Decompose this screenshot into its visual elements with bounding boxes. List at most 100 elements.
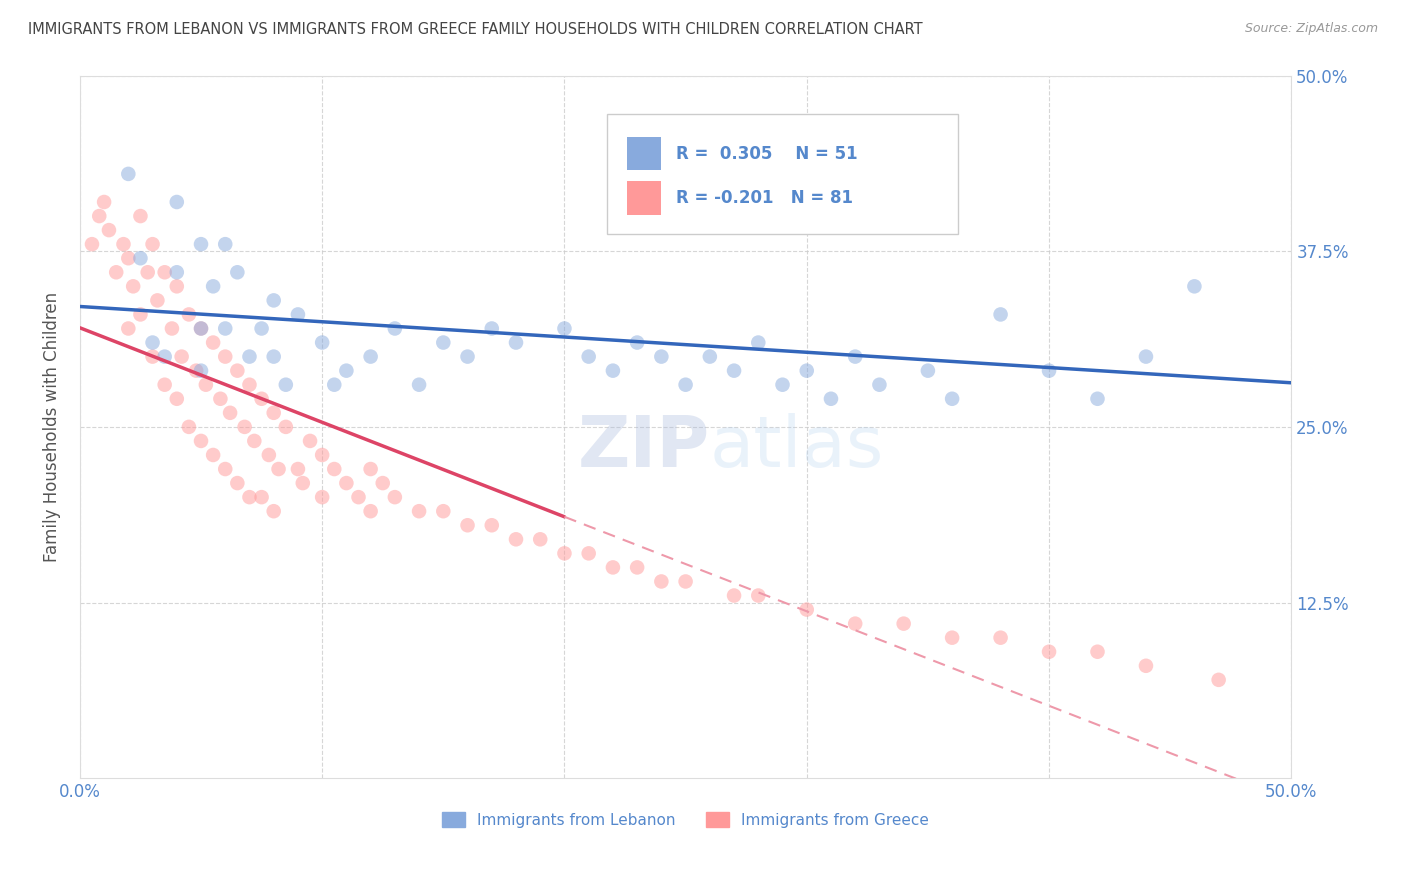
Point [243,434,266,448]
Point [142,350,165,364]
Point [578,546,600,560]
Point [505,533,527,547]
Text: R =  0.305    N = 51: R = 0.305 N = 51 [676,145,858,162]
Point [553,546,575,560]
Point [274,420,297,434]
Point [371,476,394,491]
Point [153,350,176,364]
Point [209,392,232,406]
Point [117,321,139,335]
Point [360,504,382,518]
Point [97,223,120,237]
Point [146,293,169,308]
Point [844,350,866,364]
Point [1038,645,1060,659]
Point [190,364,212,378]
Point [250,490,273,504]
Point [1038,364,1060,378]
Text: IMMIGRANTS FROM LEBANON VS IMMIGRANTS FROM GREECE FAMILY HOUSEHOLDS WITH CHILDRE: IMMIGRANTS FROM LEBANON VS IMMIGRANTS FR… [28,22,922,37]
Point [650,350,672,364]
Point [190,237,212,252]
Point [105,265,128,279]
Point [214,321,236,335]
Point [80,237,103,252]
Point [820,392,842,406]
Point [219,406,242,420]
Point [153,377,176,392]
Point [117,251,139,265]
Bar [627,136,661,170]
Point [990,631,1012,645]
Point [323,377,346,392]
Point [917,364,939,378]
Point [267,462,290,476]
Point [360,462,382,476]
Point [238,377,260,392]
FancyBboxPatch shape [607,114,957,234]
Text: ZIP: ZIP [578,414,710,483]
Point [263,293,285,308]
Point [1135,350,1157,364]
Point [89,209,111,223]
Text: Source: ZipAtlas.com: Source: ZipAtlas.com [1244,22,1378,36]
Point [166,392,188,406]
Point [291,476,314,491]
Point [311,490,333,504]
Point [1135,658,1157,673]
Point [202,335,225,350]
Point [747,589,769,603]
Point [408,504,430,518]
Point [238,490,260,504]
Point [578,350,600,364]
Text: atlas: atlas [710,414,884,483]
Point [747,335,769,350]
Point [529,533,551,547]
Point [311,335,333,350]
Point [335,476,357,491]
Point [129,209,152,223]
Point [166,279,188,293]
Point [941,392,963,406]
Point [136,265,159,279]
Point [177,308,200,322]
Point [226,265,249,279]
Point [1184,279,1206,293]
Legend: Immigrants from Lebanon, Immigrants from Greece: Immigrants from Lebanon, Immigrants from… [436,805,935,834]
Point [723,589,745,603]
Point [432,335,454,350]
Point [675,574,697,589]
Point [263,350,285,364]
Point [233,420,256,434]
Point [796,602,818,616]
Point [226,476,249,491]
Point [408,377,430,392]
Point [112,237,135,252]
Point [602,364,624,378]
Point [214,237,236,252]
Point [360,350,382,364]
Point [1208,673,1230,687]
Point [347,490,370,504]
Point [844,616,866,631]
Bar [627,181,661,215]
Point [868,377,890,392]
Point [166,194,188,209]
Point [990,308,1012,322]
Point [263,504,285,518]
Point [263,406,285,420]
Point [650,574,672,589]
Point [432,504,454,518]
Point [553,321,575,335]
Text: R = -0.201   N = 81: R = -0.201 N = 81 [676,189,853,207]
Point [190,321,212,335]
Point [602,560,624,574]
Point [1087,645,1109,659]
Point [384,490,406,504]
Point [941,631,963,645]
Point [153,265,176,279]
Point [893,616,915,631]
Point [626,335,648,350]
Point [214,350,236,364]
Point [142,335,165,350]
Point [481,321,503,335]
